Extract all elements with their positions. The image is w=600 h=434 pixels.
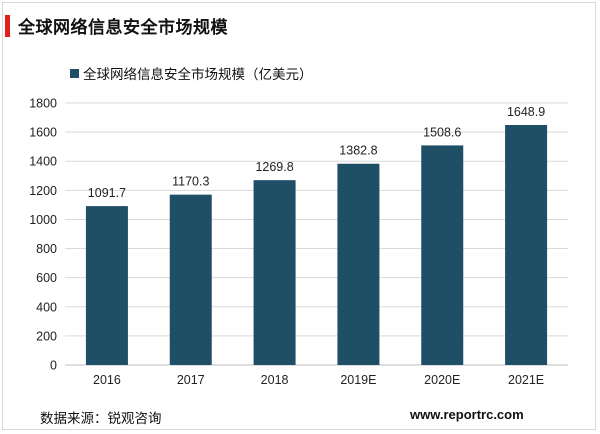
x-tick-label: 2019E [340, 373, 376, 387]
x-tick-label: 2020E [424, 373, 460, 387]
y-tick-label: 1800 [29, 97, 57, 111]
data-source: 数据来源：锐观咨询 [40, 411, 162, 427]
data-label: 1091.7 [88, 186, 126, 200]
x-tick-label: 2016 [93, 373, 121, 387]
y-tick-label: 1000 [29, 213, 57, 227]
y-tick-label: 1600 [29, 126, 57, 140]
legend-swatch [70, 68, 79, 78]
y-tick-label: 1200 [29, 184, 57, 198]
x-tick-label: 2018 [261, 373, 289, 387]
y-tick-label: 1400 [29, 155, 57, 169]
x-tick-label: 2021E [508, 373, 544, 387]
y-tick-label: 200 [36, 329, 57, 343]
bar [253, 180, 296, 365]
bar [505, 124, 548, 366]
data-label: 1269.8 [255, 160, 293, 174]
bar [421, 145, 464, 365]
title-accent-bar [5, 15, 10, 37]
bar [169, 194, 212, 365]
y-tick-label: 600 [36, 271, 57, 285]
y-tick-label: 0 [50, 359, 57, 373]
legend-label: 全球网络信息安全市场规模（亿美元） [83, 67, 313, 83]
data-label: 1170.3 [172, 175, 209, 189]
bar [337, 163, 380, 365]
x-tick-label: 2017 [177, 373, 205, 387]
bar [85, 206, 128, 365]
data-label: 1648.9 [507, 105, 545, 119]
y-tick-label: 800 [36, 242, 57, 256]
y-tick-label: 400 [36, 300, 57, 314]
chart-legend: 全球网络信息安全市场规模（亿美元） [70, 63, 313, 83]
page-title: 全球网络信息安全市场规模 [18, 18, 228, 38]
source-url: www.reportrc.com [410, 407, 524, 422]
data-label: 1382.8 [339, 144, 377, 158]
data-label: 1508.6 [423, 125, 461, 139]
